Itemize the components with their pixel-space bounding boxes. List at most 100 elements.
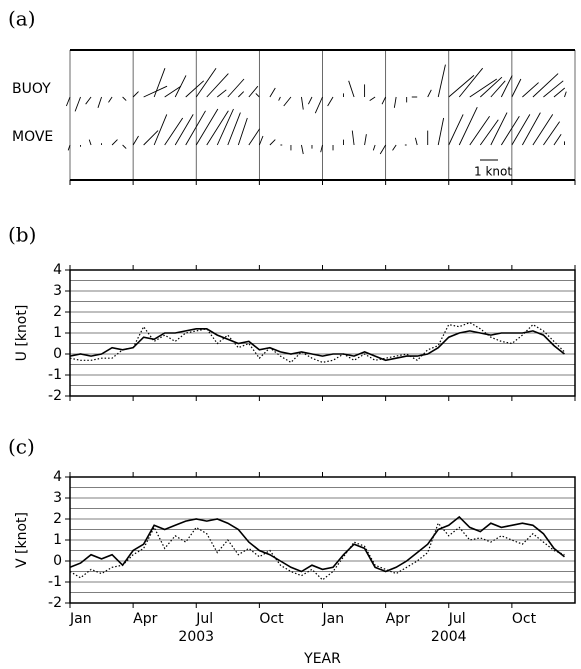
stick xyxy=(500,115,520,146)
row-label: MOVE xyxy=(12,129,53,145)
stick xyxy=(327,96,334,107)
stick xyxy=(448,75,475,98)
stick xyxy=(111,139,118,146)
y-tick-label: 4 xyxy=(53,469,62,485)
stick xyxy=(258,135,264,146)
stick xyxy=(237,117,248,146)
stick xyxy=(564,91,567,98)
stick xyxy=(185,80,205,98)
stick xyxy=(448,114,464,146)
stick xyxy=(174,75,187,98)
stick xyxy=(320,144,323,153)
stick xyxy=(206,110,229,146)
stick xyxy=(522,112,541,146)
stick xyxy=(301,96,304,110)
stick xyxy=(348,80,355,98)
y-tick-label: 0 xyxy=(53,346,62,362)
stick xyxy=(122,144,127,149)
y-tick-label: 4 xyxy=(53,262,62,278)
stick xyxy=(301,144,304,155)
y-tick-label: 1 xyxy=(53,532,62,548)
stick xyxy=(314,96,323,114)
y-tick-label: 0 xyxy=(53,553,62,569)
x-tick-label: Oct xyxy=(512,611,537,627)
stick xyxy=(143,130,159,146)
row-label: BUOY xyxy=(12,81,51,97)
stick xyxy=(379,144,387,155)
stick xyxy=(369,96,376,101)
stick xyxy=(480,76,503,98)
stick xyxy=(364,134,367,146)
panel-label: (b) xyxy=(8,223,36,247)
stick xyxy=(522,82,539,98)
stick xyxy=(195,108,219,146)
stick xyxy=(65,96,71,107)
series-line xyxy=(69,522,565,581)
stick xyxy=(437,117,445,146)
stick xyxy=(532,114,554,146)
stick xyxy=(469,78,498,98)
series-line xyxy=(69,328,565,362)
year-label: 2004 xyxy=(431,629,467,645)
series-line xyxy=(69,321,565,364)
stick xyxy=(216,108,234,146)
stick xyxy=(307,96,313,105)
stick xyxy=(132,91,139,98)
stick xyxy=(227,112,241,146)
y-tick-label: -1 xyxy=(48,574,62,590)
stick xyxy=(153,68,166,98)
stick xyxy=(553,87,566,98)
stick xyxy=(248,85,259,98)
x-tick-label: Oct xyxy=(259,611,284,627)
y-axis-label: U [knot] xyxy=(14,305,30,362)
stick xyxy=(511,114,531,146)
stick xyxy=(164,85,182,98)
stick xyxy=(185,110,206,146)
x-tick-label: Jan xyxy=(322,611,345,627)
stick xyxy=(217,89,227,98)
stick xyxy=(414,137,418,146)
year-label: 2003 xyxy=(178,629,214,645)
stick xyxy=(255,93,260,98)
stick xyxy=(97,96,102,108)
x-tick-label: Jan xyxy=(69,611,92,627)
x-tick-label: Apr xyxy=(133,611,157,627)
stick xyxy=(553,133,562,146)
stick xyxy=(132,135,139,146)
x-axis-label: YEAR xyxy=(303,651,341,667)
stick xyxy=(153,114,168,146)
stick xyxy=(543,80,564,98)
stick xyxy=(511,78,522,98)
stick xyxy=(532,73,559,98)
stick xyxy=(490,112,508,146)
y-tick-label: -1 xyxy=(48,367,62,383)
stick xyxy=(393,96,397,108)
stick xyxy=(74,96,81,112)
stick xyxy=(164,117,184,146)
stick xyxy=(543,121,561,146)
stick xyxy=(278,96,281,101)
stick xyxy=(458,67,484,98)
y-tick-label: 3 xyxy=(53,490,62,506)
x-tick-label: Jul xyxy=(195,611,213,627)
y-tick-label: -2 xyxy=(48,595,62,611)
stick xyxy=(88,139,92,146)
plot-frame xyxy=(69,269,576,397)
stick xyxy=(269,139,276,146)
stick xyxy=(392,144,397,151)
stick xyxy=(248,128,261,146)
y-tick-label: 1 xyxy=(53,325,62,341)
y-tick-label: 2 xyxy=(53,511,62,527)
stick xyxy=(174,114,194,146)
stick xyxy=(108,96,113,103)
stick xyxy=(143,85,168,98)
stick xyxy=(437,64,446,98)
stick xyxy=(427,89,432,98)
y-tick-label: 2 xyxy=(53,304,62,320)
x-tick-label: Jul xyxy=(448,611,466,627)
stick xyxy=(372,144,376,151)
stick xyxy=(238,91,245,98)
y-tick-label: 3 xyxy=(53,283,62,299)
stick xyxy=(122,96,127,101)
